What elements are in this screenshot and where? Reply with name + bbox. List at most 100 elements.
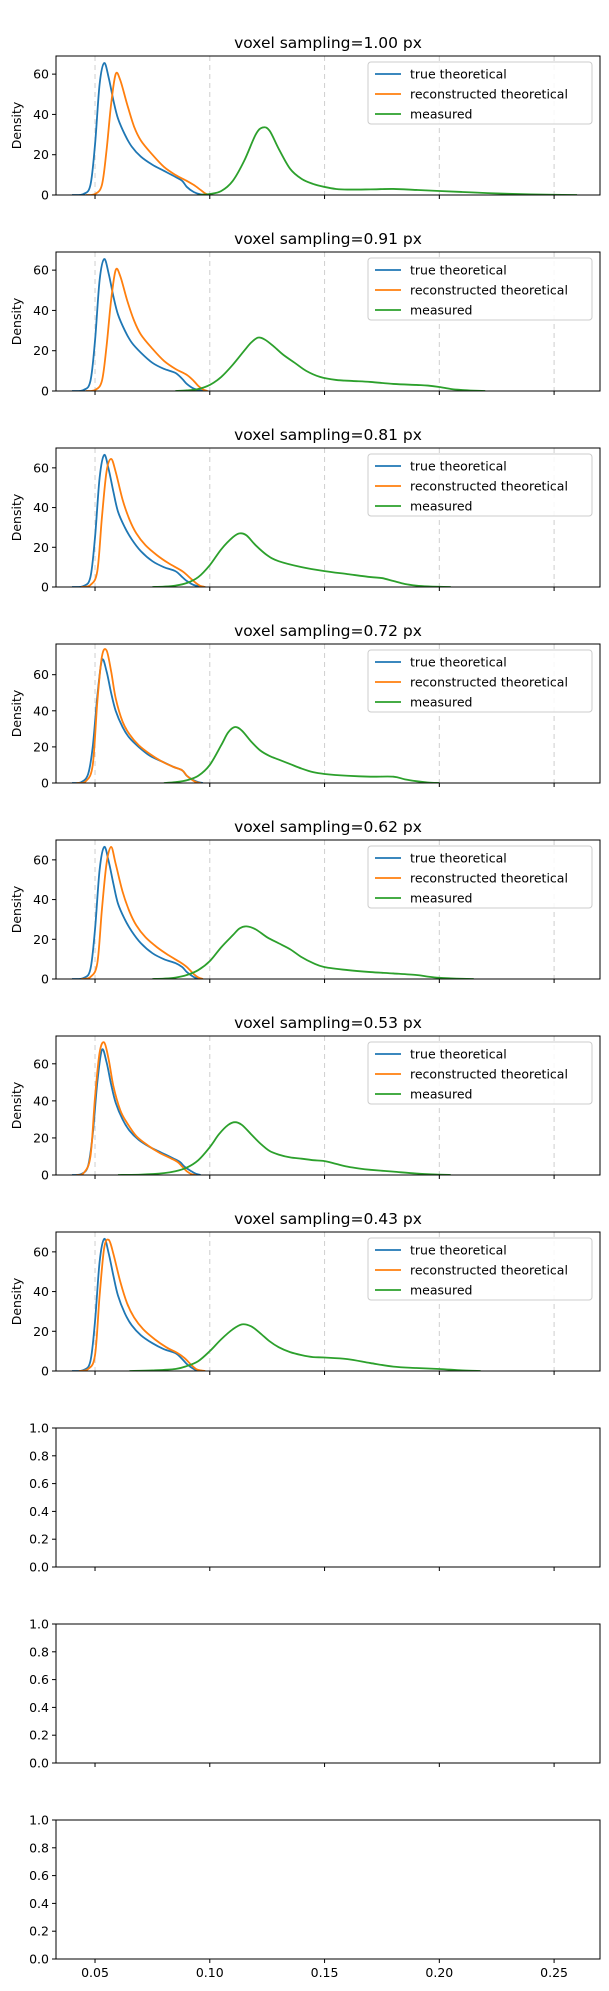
legend-label: reconstructed theoretical bbox=[410, 87, 568, 102]
legend-label: measured bbox=[410, 303, 472, 318]
series-group bbox=[71, 846, 474, 979]
legend-label: measured bbox=[410, 695, 472, 710]
y-tick-label: 40 bbox=[33, 1284, 49, 1299]
series-line-reconstructed-theoretical bbox=[81, 846, 204, 979]
y-tick-label: 0 bbox=[41, 384, 49, 399]
y-tick-label: 40 bbox=[33, 107, 49, 122]
series-line-measured bbox=[198, 126, 578, 195]
series-line-true-theoretical bbox=[71, 454, 206, 587]
y-tick-label: 20 bbox=[33, 343, 49, 358]
panel-5: voxel sampling=0.62 px 0 20 40 60 Density true… bbox=[9, 818, 601, 987]
series-line-reconstructed-theoretical bbox=[76, 1041, 197, 1175]
panel-title: voxel sampling=0.81 px bbox=[234, 426, 422, 444]
legend: true theoretical reconstructed theoretica… bbox=[367, 649, 593, 713]
y-tick-label: 20 bbox=[33, 1324, 49, 1339]
legend-label: measured bbox=[410, 107, 472, 122]
y-axis-label: Density bbox=[9, 1081, 24, 1129]
y-axis-label: Density bbox=[9, 297, 24, 345]
series-line-measured bbox=[163, 726, 440, 783]
legend-label: measured bbox=[410, 499, 472, 514]
legend-box bbox=[367, 649, 593, 713]
x-tick-label: 0.10 bbox=[196, 1965, 224, 1980]
y-tick-label: 0.8 bbox=[29, 1840, 49, 1855]
y-axis-label: Density bbox=[9, 689, 24, 737]
y-tick-label: 60 bbox=[33, 263, 49, 278]
panel-4: voxel sampling=0.72 px 0 20 40 60 Density true… bbox=[9, 622, 601, 791]
x-tick-label: 0.20 bbox=[425, 1965, 453, 1980]
axes-frame bbox=[55, 447, 601, 588]
y-tick-label: 20 bbox=[33, 739, 49, 754]
y-tick-label: 0 bbox=[41, 580, 49, 595]
y-tick-label: 20 bbox=[33, 147, 49, 162]
panel-8: 0.0 0.2 0.4 0.6 0.8 1.0 bbox=[29, 1421, 601, 1575]
legend-box bbox=[367, 257, 593, 321]
legend: true theoretical reconstructed theoretica… bbox=[367, 1237, 593, 1301]
y-axis-label: Density bbox=[9, 101, 24, 149]
legend: true theoretical reconstructed theoretica… bbox=[367, 257, 593, 321]
legend: true theoretical reconstructed theoretica… bbox=[367, 453, 593, 517]
y-tick-label: 0 bbox=[41, 1364, 49, 1379]
legend-box bbox=[367, 453, 593, 517]
series-group bbox=[71, 1041, 451, 1175]
legend-label: true theoretical bbox=[410, 851, 507, 866]
y-tick-label: 20 bbox=[33, 932, 49, 947]
y-tick-label: 0 bbox=[41, 972, 49, 987]
legend-label: true theoretical bbox=[410, 1243, 507, 1258]
y-tick-label: 1.0 bbox=[29, 1813, 49, 1828]
y-axis-label: Density bbox=[9, 885, 24, 933]
series-line-measured bbox=[129, 1323, 481, 1371]
x-tick-label: 0.05 bbox=[81, 1965, 109, 1980]
legend-label: measured bbox=[410, 1283, 472, 1298]
panel-7: voxel sampling=0.43 px 0 20 40 60 Density true… bbox=[9, 1210, 601, 1379]
x-tick-label: 0.25 bbox=[540, 1965, 568, 1980]
panel-9: 0.0 0.2 0.4 0.6 0.8 1.0 bbox=[29, 1617, 601, 1771]
y-tick-label: 60 bbox=[33, 460, 49, 475]
y-tick-label: 0.0 bbox=[29, 1560, 49, 1575]
y-tick-label: 0.2 bbox=[29, 1924, 49, 1939]
panel-title: voxel sampling=0.53 px bbox=[234, 1014, 422, 1032]
legend-label: reconstructed theoretical bbox=[410, 283, 568, 298]
y-tick-label: 0.8 bbox=[29, 1644, 49, 1659]
legend-label: reconstructed theoretical bbox=[410, 479, 568, 494]
axes-frame bbox=[55, 55, 601, 196]
legend-box bbox=[367, 845, 593, 909]
axes-frame bbox=[55, 1427, 601, 1568]
y-tick-label: 0.4 bbox=[29, 1896, 49, 1911]
axes-frame bbox=[55, 643, 601, 784]
axes-frame bbox=[55, 1231, 601, 1372]
y-tick-label: 0.6 bbox=[29, 1476, 49, 1491]
y-tick-label: 0.8 bbox=[29, 1448, 49, 1463]
series-line-measured bbox=[152, 925, 474, 979]
series-group bbox=[71, 258, 486, 391]
panel-2: voxel sampling=0.91 px 0 20 40 60 Density true… bbox=[9, 230, 601, 399]
series-line-true-theoretical bbox=[71, 658, 204, 783]
series-group bbox=[71, 454, 451, 587]
y-tick-label: 0.2 bbox=[29, 1532, 49, 1547]
legend-label: true theoretical bbox=[410, 67, 507, 82]
y-tick-label: 20 bbox=[33, 540, 49, 555]
legend-label: true theoretical bbox=[410, 655, 507, 670]
series-line-measured bbox=[175, 336, 486, 391]
series-line-measured bbox=[152, 532, 451, 587]
series-line-measured bbox=[117, 1121, 451, 1175]
series-group bbox=[71, 1238, 481, 1371]
y-tick-label: 20 bbox=[33, 1130, 49, 1145]
legend: true theoretical reconstructed theoretica… bbox=[367, 61, 593, 125]
panel-title: voxel sampling=0.62 px bbox=[234, 818, 422, 836]
series-line-true-theoretical bbox=[71, 62, 208, 195]
y-tick-label: 40 bbox=[33, 892, 49, 907]
y-tick-label: 0 bbox=[41, 1168, 49, 1183]
axes-frame bbox=[55, 1035, 601, 1176]
legend: true theoretical reconstructed theoretica… bbox=[367, 845, 593, 909]
y-tick-label: 0 bbox=[41, 776, 49, 791]
legend-label: true theoretical bbox=[410, 459, 507, 474]
y-tick-label: 0 bbox=[41, 188, 49, 203]
axes-frame bbox=[55, 1623, 601, 1764]
y-axis-label: Density bbox=[9, 493, 24, 541]
panel-10: 0.0 0.2 0.4 0.6 0.8 1.0 0.05 0.10 0.15 0.20 0.25 bbox=[29, 1813, 601, 1980]
y-tick-label: 0.6 bbox=[29, 1672, 49, 1687]
legend-label: true theoretical bbox=[410, 1047, 507, 1062]
series-line-reconstructed-theoretical bbox=[81, 458, 206, 587]
panel-1: voxel sampling=1.00 px 0 20 40 60 Density true… bbox=[9, 34, 601, 203]
